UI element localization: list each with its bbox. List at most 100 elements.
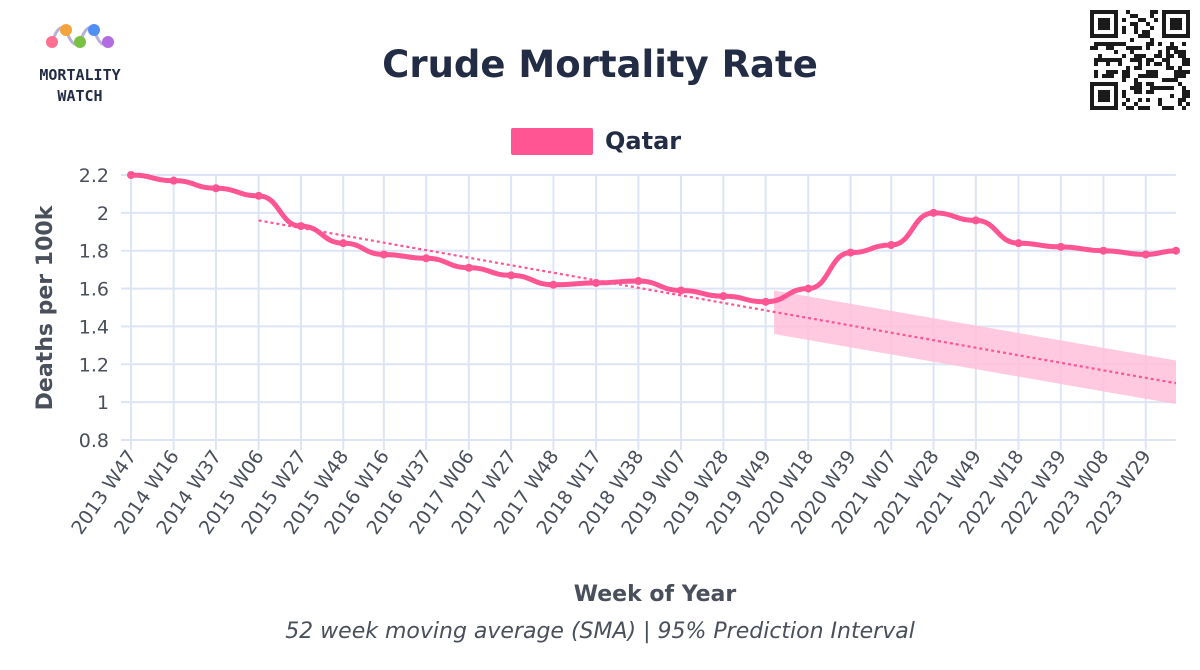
qr-module <box>1114 50 1118 54</box>
data-point[interactable] <box>1172 246 1180 255</box>
data-point[interactable] <box>169 176 178 185</box>
data-point[interactable] <box>339 239 348 248</box>
data-point[interactable] <box>971 216 980 225</box>
qr-module <box>1178 102 1182 106</box>
chart-title: Crude Mortality Rate <box>382 43 818 86</box>
data-point[interactable] <box>677 286 686 295</box>
data-point[interactable] <box>379 250 388 259</box>
qr-module <box>1158 98 1162 102</box>
qr-module <box>1186 90 1190 94</box>
qr-module <box>1182 94 1186 98</box>
qr-module <box>1186 94 1190 98</box>
qr-module <box>1158 62 1162 66</box>
qr-module <box>1158 42 1162 46</box>
qr-module <box>1138 98 1142 102</box>
y-tick-label: 1.4 <box>79 316 109 338</box>
qr-module <box>1166 54 1170 58</box>
qr-module <box>1166 86 1170 90</box>
qr-module <box>1166 46 1170 50</box>
qr-module <box>1146 58 1150 62</box>
data-point[interactable] <box>254 191 263 200</box>
qr-module <box>1170 86 1174 90</box>
data-point[interactable] <box>1141 250 1150 259</box>
series-qatar[interactable] <box>127 171 1180 306</box>
data-point[interactable] <box>296 222 305 231</box>
qr-module <box>1146 34 1150 38</box>
qr-module <box>1114 70 1118 74</box>
data-point[interactable] <box>887 241 896 250</box>
qr-module <box>1122 42 1126 46</box>
qr-module <box>1130 22 1134 26</box>
data-point[interactable] <box>846 248 855 257</box>
qr-module <box>1150 70 1154 74</box>
data-point[interactable] <box>804 284 813 293</box>
qr-module <box>1122 90 1126 94</box>
qr-module <box>1134 30 1138 34</box>
data-point[interactable] <box>761 297 770 306</box>
qr-module <box>1170 46 1174 50</box>
qr-module <box>1154 86 1158 90</box>
qr-module <box>1150 42 1154 46</box>
qr-module <box>1098 42 1102 46</box>
qr-module <box>1166 106 1170 110</box>
legend[interactable]: Qatar <box>511 127 681 155</box>
data-point[interactable] <box>634 277 643 285</box>
data-point[interactable] <box>464 263 473 272</box>
qr-code-icon[interactable] <box>1090 10 1190 110</box>
qr-module <box>1146 22 1150 26</box>
qr-module <box>1094 58 1098 62</box>
qr-module <box>1182 98 1186 102</box>
legend-swatch <box>511 128 593 155</box>
qr-finder-core <box>1098 18 1110 30</box>
qr-module <box>1178 54 1182 58</box>
data-point[interactable] <box>549 280 558 289</box>
qr-module <box>1138 82 1142 86</box>
qr-module <box>1150 14 1154 18</box>
trend-line <box>258 219 1177 385</box>
data-point[interactable] <box>592 278 601 287</box>
qr-module <box>1182 42 1186 46</box>
qr-module <box>1134 14 1138 18</box>
qr-module <box>1158 102 1162 106</box>
data-point[interactable] <box>1099 246 1108 255</box>
qr-module <box>1122 94 1126 98</box>
qr-module <box>1174 74 1178 78</box>
y-tick-label: 1.8 <box>79 241 109 263</box>
qr-module <box>1170 54 1174 58</box>
qr-module <box>1130 86 1134 90</box>
logo-dot <box>46 36 58 48</box>
qr-module <box>1122 78 1126 82</box>
qr-module <box>1182 106 1186 110</box>
data-point[interactable] <box>929 208 938 217</box>
qr-module <box>1154 62 1158 66</box>
data-point[interactable] <box>422 254 431 263</box>
data-point[interactable] <box>127 171 135 179</box>
qr-module <box>1142 34 1146 38</box>
qr-module <box>1134 66 1138 70</box>
data-point[interactable] <box>719 292 728 301</box>
qr-module <box>1146 46 1150 50</box>
data-point[interactable] <box>211 184 220 193</box>
qr-module <box>1182 50 1186 54</box>
qr-module <box>1182 86 1186 90</box>
qr-module <box>1150 58 1154 62</box>
qr-module <box>1090 46 1094 50</box>
y-tick-label: 1.6 <box>79 279 109 301</box>
qr-module <box>1186 58 1190 62</box>
qr-module <box>1146 62 1150 66</box>
qr-module <box>1178 74 1182 78</box>
qr-module <box>1110 58 1114 62</box>
data-point[interactable] <box>1014 239 1023 248</box>
qr-module <box>1138 62 1142 66</box>
qr-module <box>1170 106 1174 110</box>
qr-module <box>1094 62 1098 66</box>
qr-module <box>1118 42 1122 46</box>
qr-module <box>1154 18 1158 22</box>
qr-module <box>1158 54 1162 58</box>
qr-module <box>1146 82 1150 86</box>
qr-module <box>1146 70 1150 74</box>
qr-module <box>1134 82 1138 86</box>
data-point[interactable] <box>1056 242 1065 251</box>
data-point[interactable] <box>507 271 516 280</box>
